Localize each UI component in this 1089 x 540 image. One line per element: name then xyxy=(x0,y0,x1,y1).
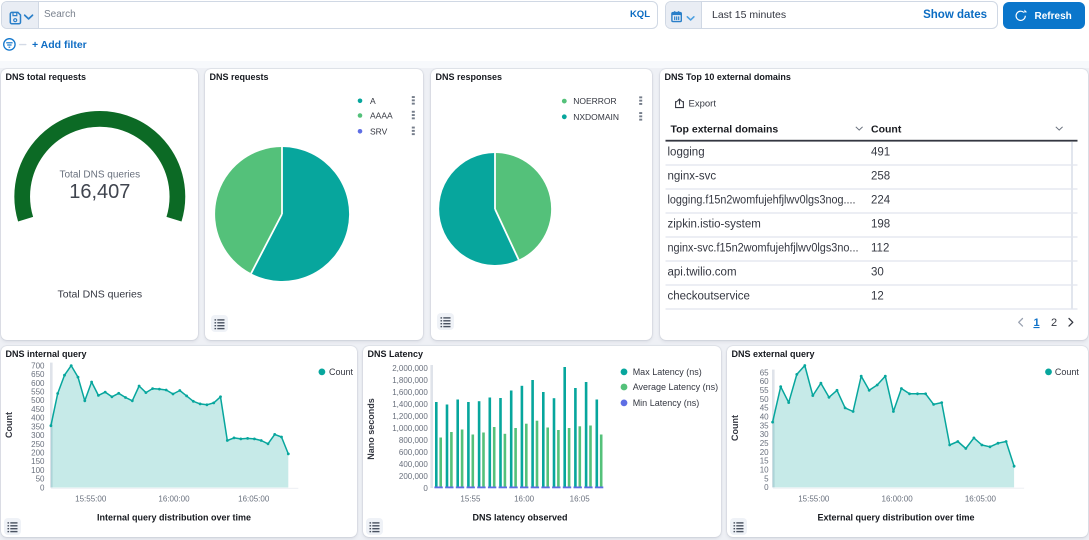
svg-text:Refresh: Refresh xyxy=(1035,11,1072,22)
svg-text:800,000: 800,000 xyxy=(399,436,428,445)
svg-text:10: 10 xyxy=(760,466,769,475)
svg-text:150: 150 xyxy=(31,457,45,466)
svg-text:Top external domains: Top external domains xyxy=(671,123,779,135)
svg-text:1,400,000: 1,400,000 xyxy=(392,400,428,409)
svg-text:250: 250 xyxy=(31,440,45,449)
svg-text:0: 0 xyxy=(423,484,428,493)
svg-text:DNS latency observed: DNS latency observed xyxy=(472,513,567,523)
svg-text:650: 650 xyxy=(31,370,45,379)
svg-text:NOERROR: NOERROR xyxy=(573,96,616,106)
svg-text:224: 224 xyxy=(871,195,891,207)
svg-text:45: 45 xyxy=(760,404,769,413)
svg-text:16,407: 16,407 xyxy=(69,181,130,203)
svg-text:50: 50 xyxy=(760,395,769,404)
svg-text:SRV: SRV xyxy=(370,126,388,136)
svg-text:550: 550 xyxy=(31,388,45,397)
svg-text:Internal query distribution ov: Internal query distribution over time xyxy=(97,513,251,523)
svg-text:logging: logging xyxy=(668,147,705,159)
svg-text:100: 100 xyxy=(31,466,45,475)
svg-text:Count: Count xyxy=(1055,367,1080,377)
svg-text:External query distribution ov: External query distribution over time xyxy=(817,513,974,523)
svg-text:400,000: 400,000 xyxy=(399,460,428,469)
svg-text:Total DNS queries: Total DNS queries xyxy=(60,169,141,180)
svg-text:50: 50 xyxy=(36,475,45,484)
svg-text:65: 65 xyxy=(760,368,769,377)
svg-text:1: 1 xyxy=(1033,317,1039,329)
svg-text:0: 0 xyxy=(40,483,45,492)
svg-text:500: 500 xyxy=(31,396,45,405)
svg-text:60: 60 xyxy=(760,377,769,386)
svg-text:A: A xyxy=(370,96,376,106)
svg-text:198: 198 xyxy=(871,219,890,231)
svg-text:Average Latency (ns): Average Latency (ns) xyxy=(633,382,718,392)
svg-text:600,000: 600,000 xyxy=(399,448,428,457)
svg-text:zipkin.istio-system: zipkin.istio-system xyxy=(668,219,761,231)
svg-text:16:00:00: 16:00:00 xyxy=(882,494,914,503)
svg-text:35: 35 xyxy=(760,421,769,430)
svg-text:Export: Export xyxy=(689,98,717,109)
svg-text:350: 350 xyxy=(31,422,45,431)
svg-text:491: 491 xyxy=(871,147,890,159)
svg-text:40: 40 xyxy=(760,413,769,422)
svg-text:Nano seconds: Nano seconds xyxy=(366,398,376,460)
svg-text:400: 400 xyxy=(31,414,45,423)
svg-text:20: 20 xyxy=(760,448,769,457)
svg-text:nginx-svc: nginx-svc xyxy=(668,171,717,183)
svg-text:15: 15 xyxy=(760,457,769,466)
svg-text:16:00: 16:00 xyxy=(514,495,535,504)
svg-text:Count: Count xyxy=(730,415,740,441)
svg-text:12: 12 xyxy=(871,291,884,303)
svg-text:Min Latency (ns): Min Latency (ns) xyxy=(633,398,700,408)
svg-text:30: 30 xyxy=(760,430,769,439)
svg-text:Total DNS queries: Total DNS queries xyxy=(57,289,142,301)
svg-text:55: 55 xyxy=(760,386,769,395)
svg-text:600: 600 xyxy=(31,379,45,388)
svg-text:450: 450 xyxy=(31,405,45,414)
svg-text:checkoutservice: checkoutservice xyxy=(668,291,750,303)
svg-text:30: 30 xyxy=(871,267,884,279)
svg-text:15:55:00: 15:55:00 xyxy=(798,494,830,503)
svg-text:nginx-svc.f15n2womfujehfjlwv0l: nginx-svc.f15n2womfujehfjlwv0lgs3no... xyxy=(668,243,859,255)
svg-text:1,000,000: 1,000,000 xyxy=(392,424,428,433)
svg-text:2: 2 xyxy=(1051,317,1057,329)
svg-text:2,000,000: 2,000,000 xyxy=(392,364,428,373)
svg-text:300: 300 xyxy=(31,431,45,440)
svg-text:16:05:00: 16:05:00 xyxy=(965,494,997,503)
svg-text:200: 200 xyxy=(31,449,45,458)
svg-text:15:55:00: 15:55:00 xyxy=(75,495,107,504)
svg-text:16:05: 16:05 xyxy=(570,495,591,504)
svg-text:200,000: 200,000 xyxy=(399,472,428,481)
svg-text:16:00:00: 16:00:00 xyxy=(158,495,190,504)
svg-text:1,600,000: 1,600,000 xyxy=(392,388,428,397)
svg-text:0: 0 xyxy=(764,483,769,492)
svg-text:Count: Count xyxy=(4,412,14,438)
svg-text:Count: Count xyxy=(329,367,354,377)
svg-text:16:05:00: 16:05:00 xyxy=(238,495,270,504)
svg-text:1,800,000: 1,800,000 xyxy=(392,376,428,385)
svg-text:5: 5 xyxy=(764,474,769,483)
svg-text:112: 112 xyxy=(871,243,889,255)
svg-text:Count: Count xyxy=(871,123,902,135)
svg-text:700: 700 xyxy=(31,361,45,370)
svg-text:NXDOMAIN: NXDOMAIN xyxy=(573,112,619,122)
svg-text:258: 258 xyxy=(871,171,890,183)
svg-text:logging.f15n2womfujehfjlwv0lgs: logging.f15n2womfujehfjlwv0lgs3nog.... xyxy=(668,195,856,207)
svg-text:15:55: 15:55 xyxy=(460,495,481,504)
svg-text:api.twilio.com: api.twilio.com xyxy=(668,267,737,279)
svg-text:Max Latency (ns): Max Latency (ns) xyxy=(633,367,702,377)
svg-text:1,200,000: 1,200,000 xyxy=(392,412,428,421)
svg-text:AAAA: AAAA xyxy=(370,111,393,121)
svg-text:25: 25 xyxy=(760,439,769,448)
